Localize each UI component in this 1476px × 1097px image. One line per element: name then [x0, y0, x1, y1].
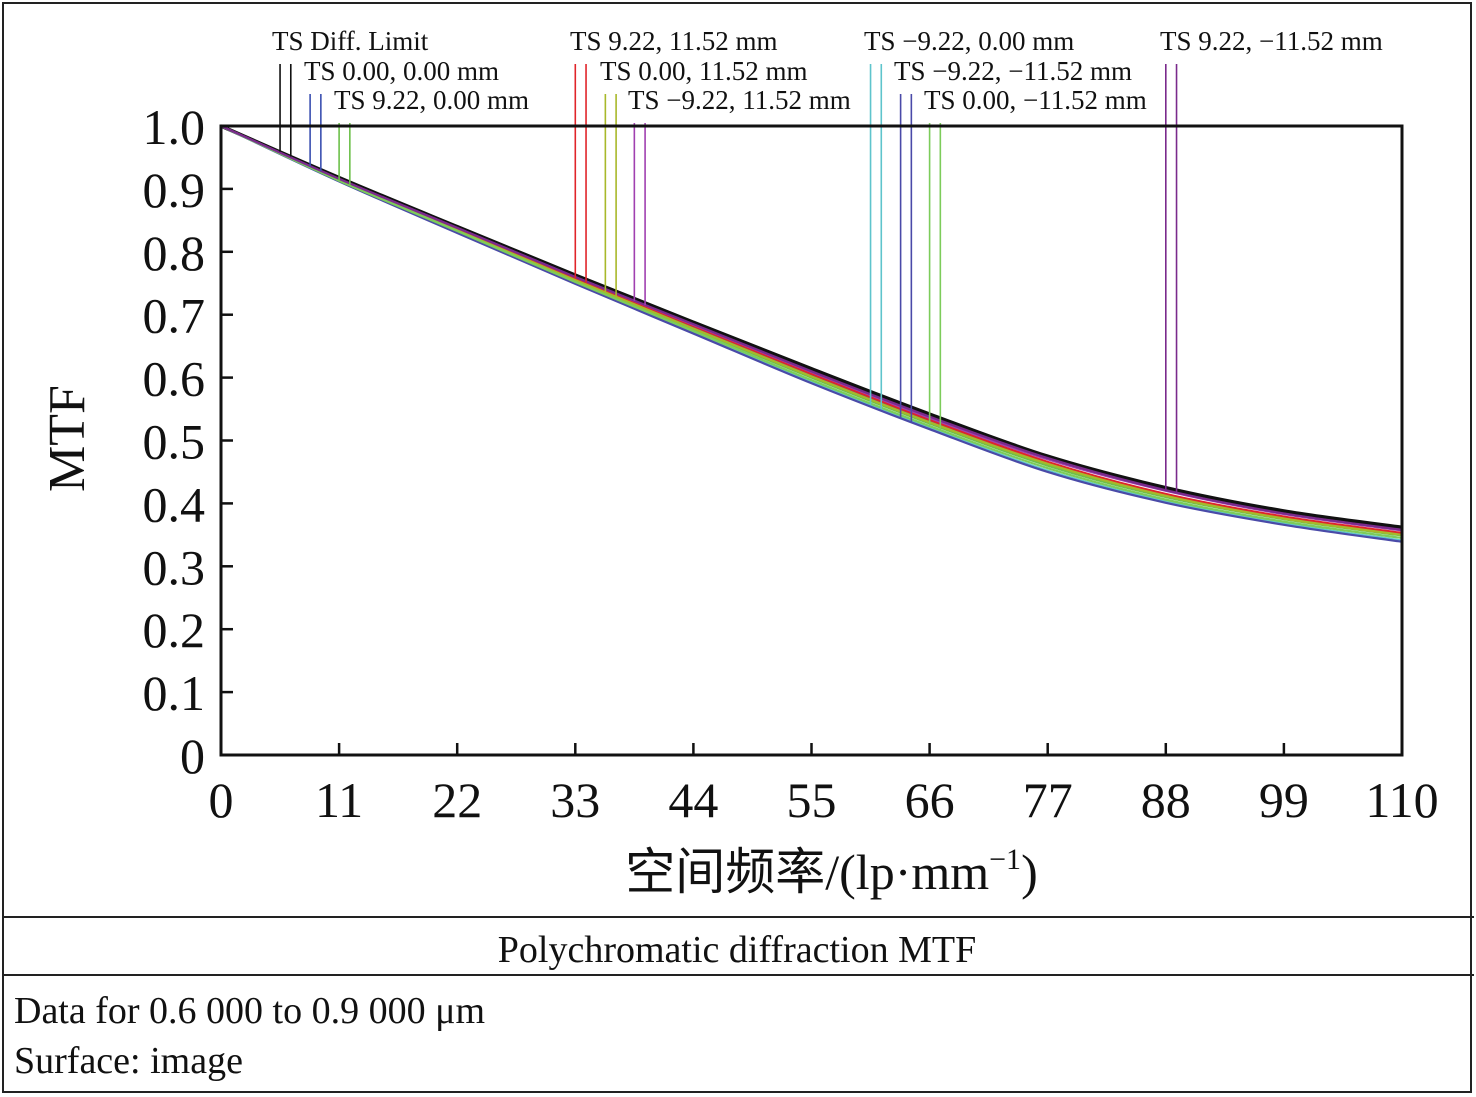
y-axis-ticks: 0 0.1 0.2 0.3 0.4 0.5 0.6 0.7 0.8 0.9 1.0 — [143, 99, 233, 784]
series-line — [220, 124, 1403, 535]
caption-divider-bottom — [4, 974, 1474, 976]
x-axis-label-tail: ) — [1021, 844, 1038, 900]
series-line — [220, 125, 1403, 540]
data-info: Data for 0.6 000 to 0.9 000 μm Surface: … — [14, 986, 485, 1086]
series-line — [220, 124, 1403, 536]
y-axis-label: MTF — [39, 385, 96, 492]
y-tick-label: 0.6 — [143, 351, 206, 407]
y-tick-label: 0 — [180, 728, 205, 784]
surface-text: Surface: image — [14, 1040, 243, 1082]
series-line — [220, 124, 1403, 532]
x-tick-label: 55 — [787, 772, 837, 828]
x-tick-label: 22 — [432, 772, 482, 828]
x-tick-label: 44 — [668, 772, 718, 828]
legend-label: TS 9.22, 0.00 mm — [334, 85, 529, 115]
legend-label: TS −9.22, 0.00 mm — [864, 26, 1074, 56]
series-line — [220, 124, 1403, 537]
wavelength-range-text: Data for 0.6 000 to 0.9 000 μm — [14, 990, 486, 1032]
x-tick-label: 99 — [1259, 772, 1309, 828]
x-tick-label: 77 — [1023, 772, 1073, 828]
legend-label: TS −9.22, −11.52 mm — [894, 56, 1132, 86]
series-line — [220, 124, 1403, 535]
y-tick-label: 0.2 — [143, 602, 206, 658]
y-tick-label: 0.7 — [143, 288, 206, 344]
y-tick-label: 0.3 — [143, 539, 206, 595]
legend-label: TS Diff. Limit — [272, 26, 429, 56]
legend-label: TS 9.22, −11.52 mm — [1160, 26, 1383, 56]
x-axis-ticks: 0 11 22 33 44 55 66 77 88 99 110 — [209, 743, 1439, 828]
x-tick-label: 0 — [209, 772, 234, 828]
x-axis-label-main: 空间频率/(lp·mm — [625, 844, 989, 900]
x-axis-label: 空间频率/(lp·mm−1) — [625, 843, 1037, 900]
legend-label: TS −9.22, 11.52 mm — [628, 85, 851, 115]
y-tick-label: 1.0 — [143, 99, 206, 155]
series-layer — [220, 124, 1403, 543]
plot-area-border — [219, 124, 1404, 757]
legend-label: TS 0.00, 0.00 mm — [304, 56, 499, 86]
series-line — [220, 125, 1403, 543]
caption-divider-top — [4, 916, 1474, 918]
x-tick-label: 88 — [1141, 772, 1191, 828]
legend-label: TS 0.00, 11.52 mm — [600, 56, 808, 86]
legend-marker-layer — [279, 64, 1178, 493]
legend-label: TS 0.00, −11.52 mm — [924, 85, 1147, 115]
y-tick-label: 0.5 — [143, 414, 206, 470]
y-tick-label: 0.4 — [143, 476, 206, 532]
x-tick-label: 33 — [550, 772, 600, 828]
x-tick-label: 11 — [315, 772, 363, 828]
y-tick-label: 0.8 — [143, 225, 206, 281]
chart-caption: Polychromatic diffraction MTF — [497, 929, 977, 971]
y-tick-label: 0.9 — [143, 162, 206, 218]
series-line — [220, 124, 1403, 531]
y-tick-label: 0.1 — [143, 665, 206, 721]
x-tick-label: 66 — [905, 772, 955, 828]
legend-label: TS 9.22, 11.52 mm — [570, 26, 778, 56]
x-axis-label-superscript: −1 — [989, 843, 1021, 876]
x-tick-label: 110 — [1365, 772, 1438, 828]
series-line — [220, 124, 1403, 530]
series-line — [220, 125, 1403, 542]
